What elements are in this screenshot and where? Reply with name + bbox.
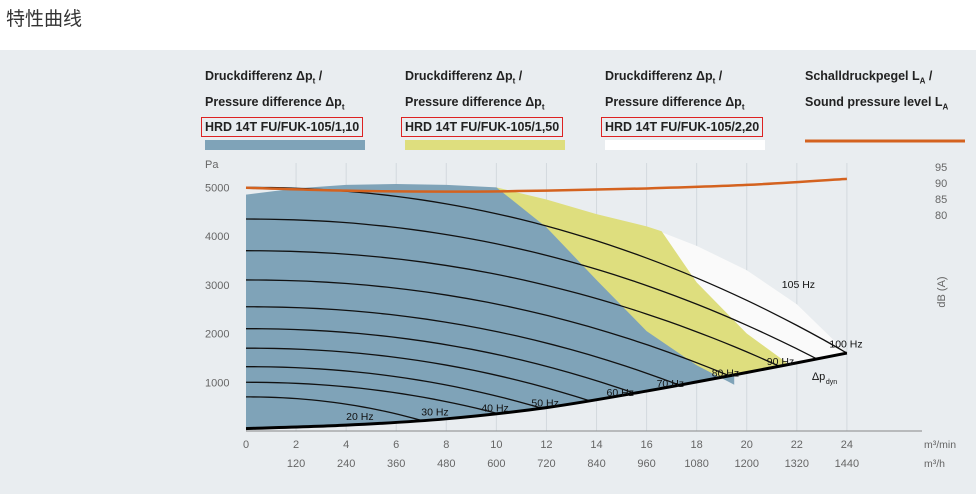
legend-sub: t — [312, 76, 316, 86]
y2-tick-label: 80 — [935, 210, 947, 222]
legend-line-de: Druckdifferenz Δp — [605, 69, 713, 83]
x2-tick-label: 240 — [337, 458, 355, 470]
rpm-curve — [245, 381, 497, 414]
legend-swatch — [405, 140, 565, 150]
legend-line-de: Schalldruckpegel L — [805, 69, 920, 83]
x2-tick-label: 1080 — [684, 458, 708, 470]
legend-line-en: Pressure difference Δp — [405, 94, 542, 109]
legend-sub: t — [541, 102, 545, 111]
dynamic-pressure-curve — [245, 351, 848, 431]
x-tick-label: 8 — [443, 439, 449, 451]
legend-sub: t — [512, 76, 516, 86]
y2-tick-label: 90 — [935, 178, 947, 190]
rpm-curve — [245, 328, 635, 394]
rpm-curve — [245, 347, 590, 402]
rpm-label: 105 Hz — [782, 279, 815, 291]
x-tick-label: 20 — [741, 439, 753, 451]
rpm-label: 40 Hz — [481, 403, 508, 415]
rpm-label: 100 Hz — [829, 339, 862, 351]
operating-area — [246, 183, 735, 429]
legend-sub: A — [942, 102, 949, 111]
x-unit-label: m³/min — [924, 439, 956, 451]
x-tick-label: 18 — [691, 439, 703, 451]
x-tick-label: 12 — [540, 439, 552, 451]
x-tick-label: 22 — [791, 439, 803, 451]
y2-axis-label: dB (A) — [936, 276, 948, 307]
y-tick-label: 1000 — [205, 377, 229, 389]
legend-line-en: Pressure difference Δp — [205, 94, 342, 109]
x-tick-label: 0 — [243, 439, 249, 451]
rpm-label: 80 Hz — [712, 367, 739, 379]
x2-tick-label: 1320 — [785, 458, 809, 470]
y-tick-label: 5000 — [205, 182, 229, 194]
x2-tick-label: 360 — [387, 458, 405, 470]
x-tick-label: 16 — [640, 439, 652, 451]
dyn-label-sub: dyn — [826, 379, 837, 386]
rpm-label: 70 Hz — [657, 378, 684, 390]
legend-entry-3: Druckdifferenz Δpt / Pressure difference… — [601, 66, 805, 137]
y2-tick-label: 85 — [935, 194, 947, 206]
dyn-label: Δp — [812, 371, 825, 383]
x-tick-label: 24 — [841, 439, 853, 451]
legend-line-de: Druckdifferenz Δp — [405, 69, 513, 83]
x2-tick-label: 960 — [637, 458, 655, 470]
page-title: 特性曲线 — [6, 8, 83, 30]
x2-tick-label: 600 — [487, 458, 505, 470]
x-tick-label: 4 — [343, 439, 349, 451]
x2-tick-label: 840 — [587, 458, 605, 470]
rpm-label: 90 Hz — [767, 356, 794, 368]
legend-entry-4: Schalldruckpegel LA / Sound pressure lev… — [805, 69, 949, 111]
y-tick-label: 4000 — [205, 231, 229, 243]
legend-sub: t — [341, 102, 345, 111]
rpm-label: 50 Hz — [531, 398, 558, 410]
x2-unit-label: m³/h — [924, 458, 945, 470]
legend-model: HRD 14T FU/FUK-105/2,20 — [601, 117, 764, 137]
x2-tick-label: 480 — [437, 458, 455, 470]
x-tick-label: 10 — [490, 439, 502, 451]
y-tick-label: 2000 — [205, 329, 229, 341]
y-tick-label: 3000 — [205, 280, 229, 292]
legend-sub: A — [919, 76, 926, 86]
x2-tick-label: 120 — [287, 458, 305, 470]
y-unit-label: Pa — [205, 159, 219, 171]
legend-line-de: Druckdifferenz Δp — [205, 69, 313, 83]
rpm-curve — [245, 250, 780, 367]
legend-model: HRD 14T FU/FUK-105/1,10 — [201, 117, 364, 137]
legend-entry-2: Druckdifferenz Δpt / Pressure difference… — [401, 66, 605, 137]
x-tick-label: 6 — [393, 439, 399, 451]
rpm-curve — [245, 396, 422, 422]
rpm-curve — [245, 306, 680, 386]
sound-level-curve — [245, 177, 847, 193]
legend-swatch — [605, 140, 765, 150]
x2-tick-label: 720 — [537, 458, 555, 470]
rpm-curve — [245, 366, 542, 409]
rpm-curve — [245, 218, 818, 360]
legend-swatch — [205, 140, 365, 150]
x2-tick-label: 1200 — [734, 458, 758, 470]
y2-tick-label: 95 — [935, 162, 947, 174]
x2-tick-label: 1440 — [835, 458, 859, 470]
legend-sub: t — [741, 102, 745, 111]
rpm-label: 60 Hz — [607, 387, 634, 399]
x-tick-label: 14 — [590, 439, 602, 451]
rpm-curve — [245, 279, 730, 377]
rpm-label: 20 Hz — [346, 411, 373, 423]
legend-model: HRD 14T FU/FUK-105/1,50 — [401, 117, 564, 137]
legend-line-en: Sound pressure level L — [805, 94, 943, 109]
rpm-label: 30 Hz — [421, 406, 448, 418]
legend-line-en: Pressure difference Δp — [605, 94, 742, 109]
legend-entry-1: Druckdifferenz Δpt / Pressure difference… — [201, 66, 405, 137]
x-tick-label: 2 — [293, 439, 299, 451]
legend-sub: t — [712, 76, 716, 86]
